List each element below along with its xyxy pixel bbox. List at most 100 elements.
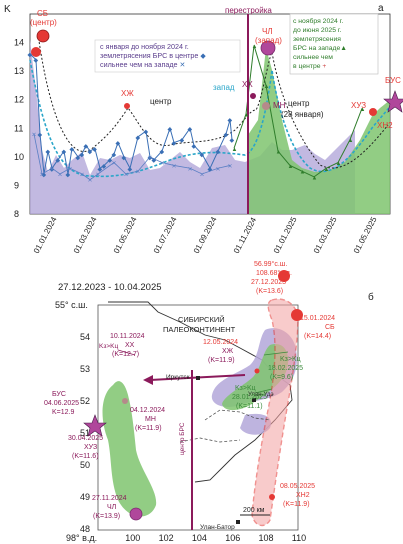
event-sb-ring — [31, 47, 41, 57]
map-event-18feb-l2: (K=9.6) — [270, 374, 293, 381]
legend-box-1 — [94, 39, 241, 73]
event-sb-marker — [36, 29, 50, 43]
post-point: ▲ — [360, 107, 366, 113]
panel-a-xtick-5: 01.11.2024 — [232, 215, 259, 255]
continent-label-2: ПАЛЕОКОНТИНЕНТ — [163, 325, 236, 334]
panel-a-xtick-0: 01.01.2024 — [32, 215, 59, 255]
panel-a-ytick-12: 12 — [14, 95, 24, 105]
panel-b: 27.12.2023 - 10.04.2025 б СИБИРСКИЙ ПАЛЕ… — [44, 260, 374, 543]
lon-tick-1: 100 — [125, 533, 140, 543]
panel-a-center-series — [29, 53, 233, 175]
legend-box-1-line1: с января до ноября 2024 г. — [100, 42, 189, 51]
label-centr-28: центр — [288, 99, 310, 108]
map-event-sb-l2: СБ — [325, 324, 335, 331]
center-point: ◆ — [144, 130, 149, 136]
center-point: ◆ — [50, 167, 55, 173]
map-event-hn2 — [269, 494, 275, 500]
west-point: ✕ — [40, 173, 45, 179]
map-event-chl-l1: 27.11.2024 — [92, 495, 127, 502]
panel-a-post-series — [233, 45, 363, 178]
event-hn2-label: ХН2 — [377, 121, 393, 130]
center-point: ◆ — [80, 153, 85, 159]
lon-tick-2: 102 — [159, 533, 174, 543]
center-point: ◆ — [148, 155, 153, 161]
map-event-mn-l2: МН — [145, 416, 156, 423]
lon-tick-0: 98° в.д. — [66, 533, 97, 543]
post-point: ▲ — [252, 44, 258, 50]
panel-a-letter: а — [378, 3, 384, 14]
center-point: ◆ — [152, 158, 157, 164]
basin-line-2 — [179, 437, 241, 443]
west-point: ✕ — [80, 173, 85, 179]
panel-a-ytick-13: 13 — [14, 66, 24, 76]
arrow-kz-2 — [263, 351, 289, 356]
panel-a-divider-label: перестройка — [225, 6, 272, 15]
west-zone — [102, 381, 157, 517]
panel-a-xtick-2: 01.05.2024 — [112, 215, 139, 255]
center-point: ◆ — [38, 133, 43, 139]
event-mn-label: МН — [273, 101, 286, 110]
center-point: ◆ — [112, 153, 117, 159]
center-point: ◆ — [188, 127, 193, 133]
legend-box-2 — [289, 13, 379, 75]
event-hzh-label: ХЖ — [121, 89, 134, 98]
panel-a-ytick-14: 14 — [14, 38, 24, 48]
center-point: ◆ — [228, 118, 233, 124]
center-point: ◆ — [208, 167, 213, 173]
map-event-hzh-l2: ХЖ — [222, 348, 234, 355]
map-event-bus-l2: 04.06.2025 — [44, 400, 79, 407]
panel-a-xtick-4: 01.09.2024 — [192, 215, 219, 255]
label-centr: центр — [150, 97, 172, 106]
panel-a-ytick-11: 11 — [14, 123, 23, 133]
map-event-huz-l1: 30.04.2025 — [68, 435, 103, 442]
panel-a-west-trend — [29, 59, 393, 178]
panel-a-ytick-10: 10 — [14, 152, 24, 162]
map-event-hh-kz: Kз>Kц — [99, 343, 118, 350]
lon-tick-6: 110 — [292, 533, 306, 543]
panel-a-west-series — [33, 133, 231, 181]
west-point: ✕ — [188, 167, 193, 173]
city-ulanbator: Улан-Батор — [200, 524, 235, 531]
lat-tick-7: 48 — [80, 524, 90, 534]
scale-bar-label: 200 км — [243, 507, 265, 514]
map-event-hn2-l2: ХН2 — [296, 492, 310, 499]
central-green-zone — [222, 344, 289, 411]
legend-box-2-line3: землетрясения — [293, 36, 341, 43]
center-point: ◆ — [98, 167, 103, 173]
lon-tick-3: 104 — [192, 533, 207, 543]
legend-box-1-line3: сильнее чем на западе ✕ — [100, 60, 186, 69]
center-point: ◆ — [168, 127, 173, 133]
west-point: ✕ — [124, 173, 129, 179]
west-point: ✕ — [96, 173, 101, 179]
post-point: ▲ — [288, 164, 294, 170]
west-point: ✕ — [50, 167, 55, 173]
west-point: ✕ — [58, 173, 63, 179]
city-ulanbator-marker — [236, 520, 240, 524]
map-event-hzh — [254, 368, 260, 374]
center-point: ◆ — [108, 158, 113, 164]
post-point: ▲ — [232, 147, 238, 153]
panel-a-ytick-9: 9 — [14, 180, 19, 190]
center-point: ◆ — [88, 150, 93, 156]
lat-tick-0: 55° с.ш. — [55, 300, 88, 310]
post-point: ▲ — [264, 84, 270, 90]
map-event-mn-l3: (K=11.9) — [135, 425, 162, 432]
map-event-18feb-l1: 18.02.2025 — [268, 365, 303, 372]
map-event-bus-star — [83, 414, 107, 437]
event-huz-label: ХУЗ — [351, 101, 366, 110]
center-point: ◆ — [42, 173, 47, 179]
city-ulanude: Улан-Удэ — [248, 392, 274, 398]
west-point: ✕ — [216, 167, 221, 173]
map-event-mn — [122, 398, 128, 404]
post-point: ▲ — [324, 167, 330, 173]
map-event-chl-l3: (K=13.9) — [93, 513, 120, 520]
lat-tick-6: 49 — [80, 492, 90, 502]
center-point: ◆ — [216, 150, 221, 156]
lon-tick-5: 108 — [259, 533, 274, 543]
city-irkutsk-marker — [196, 376, 200, 380]
center-point: ◆ — [180, 138, 185, 144]
map-event-huz-l2: ХУЗ — [84, 444, 97, 451]
lat-tick-3: 52 — [80, 396, 90, 406]
event-chl-label-2: (запад) — [255, 36, 282, 45]
